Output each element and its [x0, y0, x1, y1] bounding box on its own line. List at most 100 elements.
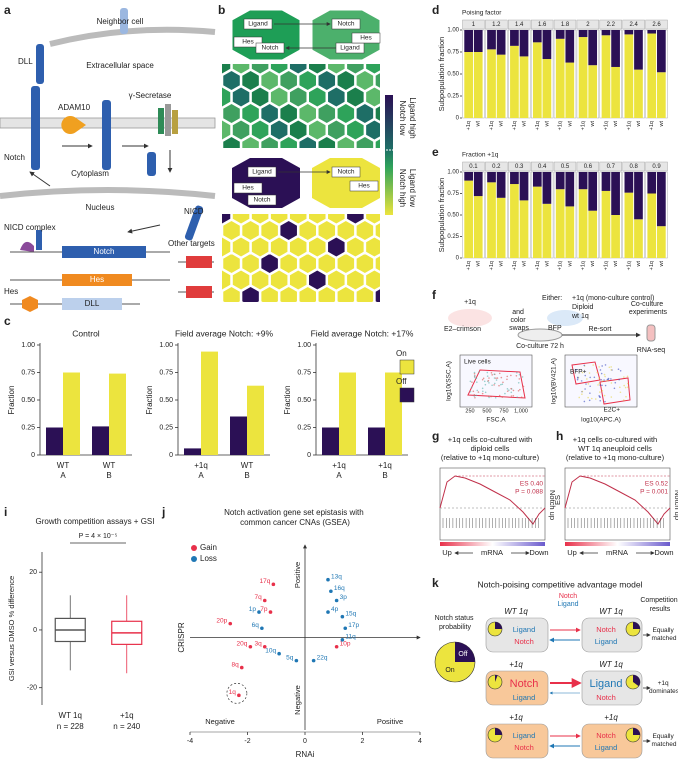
cell-hex	[231, 236, 251, 258]
y-tick-label: 0	[31, 452, 35, 459]
label: Live cells	[464, 359, 491, 366]
point-label: 16q	[334, 585, 345, 592]
flow-event	[608, 366, 611, 369]
flow-event	[589, 376, 591, 379]
bar	[247, 385, 264, 455]
label: Up	[442, 548, 452, 557]
cell-hex	[307, 214, 327, 225]
label: Hes	[4, 287, 18, 296]
facet-label: 2.2	[607, 22, 616, 28]
bar-segment	[647, 33, 657, 118]
label: Control	[72, 328, 100, 338]
x-tick-label: +1q	[558, 121, 564, 130]
facet-strip	[485, 161, 508, 172]
flow-event	[481, 378, 484, 381]
flow-event	[627, 386, 629, 388]
bar-segment	[464, 52, 473, 118]
x-tick-label: +1q	[603, 121, 609, 130]
x-tick-label: +1q	[332, 461, 346, 470]
flow-event	[586, 378, 588, 380]
bar-segment	[510, 172, 519, 185]
facet-strip	[576, 19, 600, 30]
flow-event	[593, 376, 596, 379]
x-tick-label: 750	[499, 408, 508, 414]
cell-hex	[327, 86, 346, 108]
x-tick-label: wt	[613, 121, 619, 128]
bar-segment	[634, 172, 643, 220]
facet-strip	[530, 161, 554, 172]
y-tick-label: 0.50	[159, 397, 173, 404]
label: Competition results	[640, 597, 678, 613]
x-tick-label: +1q	[194, 461, 208, 470]
flow-event	[516, 371, 518, 374]
bar	[385, 372, 402, 455]
point-label: 5q	[286, 654, 294, 661]
facet-frame	[599, 171, 622, 259]
y-tick-label: 20	[29, 569, 37, 576]
flow-event	[474, 396, 476, 399]
flow-event	[493, 377, 496, 379]
bar-segment	[542, 172, 552, 204]
flow-event	[587, 396, 589, 399]
facet-frame	[462, 171, 485, 259]
cell-hex	[288, 214, 308, 225]
flow-event	[599, 369, 602, 371]
cell-hex	[288, 86, 308, 108]
label: Notch	[514, 743, 534, 752]
flow-event	[506, 388, 509, 390]
bar-segment	[542, 59, 552, 118]
bar-segment	[578, 37, 588, 118]
label: +1q dominates	[649, 680, 678, 695]
facet-strip	[462, 19, 485, 30]
bar-segment	[611, 30, 620, 67]
bar-segment	[555, 189, 565, 258]
point	[239, 665, 244, 670]
panel-label: j	[161, 505, 165, 519]
cell-hex	[241, 69, 260, 92]
label: P = 0.001	[640, 489, 668, 496]
x-tick-label: +1q	[512, 121, 518, 130]
point	[343, 626, 348, 631]
label: CRISPR	[177, 622, 186, 652]
point-label: 22q	[317, 654, 328, 661]
bar-segment	[588, 30, 598, 66]
cell-hex	[374, 138, 380, 148]
label: Ligand	[557, 601, 578, 608]
cell-hex	[346, 269, 365, 291]
notch-receptor	[147, 152, 156, 176]
cell-hex	[260, 219, 279, 242]
label: BFP	[548, 325, 562, 332]
y-tick-label: 1.00	[447, 28, 459, 34]
flow-event	[613, 387, 616, 390]
label-box	[233, 182, 263, 194]
bar	[368, 427, 385, 455]
facet-strip	[530, 19, 554, 30]
flow-event	[577, 376, 579, 379]
point	[248, 644, 253, 649]
cell-hex	[222, 119, 232, 141]
x-tick-label: B	[244, 471, 249, 480]
flow-event	[618, 386, 621, 389]
point-label: 4p	[331, 606, 339, 613]
flow-event	[521, 376, 524, 378]
panel-label: h	[556, 429, 563, 443]
label: Ligand	[252, 169, 272, 176]
flow-event	[584, 374, 587, 377]
x-tick-label: wt	[521, 121, 527, 128]
point	[329, 589, 333, 594]
flow-event	[518, 373, 521, 376]
label: ADAM10	[58, 103, 91, 112]
mini-pie-wedge	[633, 728, 640, 735]
cell-hex	[336, 135, 356, 148]
flow-event	[601, 380, 604, 382]
y-tick-label: 0	[169, 452, 173, 459]
bar	[46, 427, 63, 455]
notch-receptor	[31, 86, 40, 170]
flow-event	[604, 364, 607, 366]
point-label: 20q	[237, 640, 248, 647]
flow-event	[494, 396, 497, 399]
bar-segment	[532, 186, 542, 258]
legend-label: Off	[396, 377, 407, 386]
label: (relative to +1q mono-culture)	[566, 453, 665, 462]
x-tick-label: +1q	[558, 261, 564, 270]
